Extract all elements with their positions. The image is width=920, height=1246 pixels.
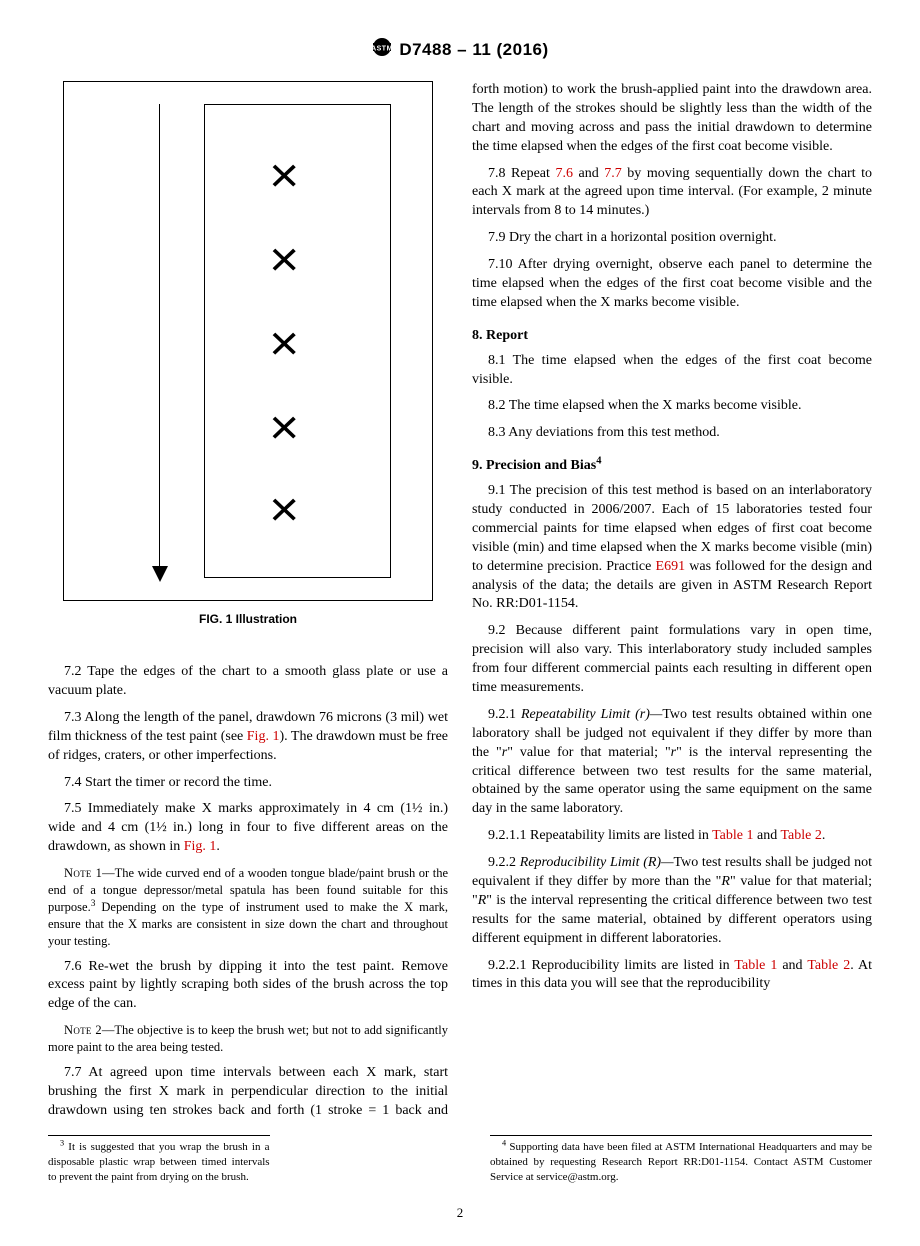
- text: 7.8 Repeat: [488, 166, 555, 181]
- text: 9.2.2.1 Reproducibility limits are liste…: [488, 958, 734, 973]
- note-1: Note 1—The wide curved end of a wooden t…: [48, 865, 448, 949]
- footnote-text: Supporting data have been filed at ASTM …: [490, 1141, 872, 1183]
- practice-ref: E691: [656, 559, 686, 574]
- x-mark-icon: ×: [269, 403, 299, 452]
- para-9-2-1-1: 9.2.1.1 Repeatability limits are listed …: [472, 827, 872, 846]
- para-7-3: 7.3 Along the length of the panel, drawd…: [48, 709, 448, 766]
- footnote-4: 4 Supporting data have been filed at AST…: [490, 1140, 872, 1185]
- text: " value for that material; ": [507, 745, 670, 760]
- text: .: [216, 839, 220, 854]
- text: and: [777, 958, 807, 973]
- text: 9.2.2: [488, 855, 520, 870]
- note-text: Depending on the type of instrument used…: [48, 900, 448, 948]
- svg-text:ASTM: ASTM: [371, 46, 393, 53]
- x-mark-icon: ×: [269, 235, 299, 284]
- arrow-shaft: [159, 104, 160, 572]
- text: and: [573, 166, 604, 181]
- section-8-head: 8. Report: [472, 327, 872, 346]
- para-7-9: 7.9 Dry the chart in a horizontal positi…: [472, 229, 872, 248]
- table-ref: Table 1: [734, 958, 777, 973]
- section-ref: 7.7: [604, 166, 622, 181]
- var-R: R: [478, 893, 487, 908]
- footnote-ref-4: 4: [596, 456, 601, 467]
- footnote-3: 3 It is suggested that you wrap the brus…: [48, 1140, 270, 1185]
- page-number: 2: [48, 1204, 872, 1222]
- footnote-col-right: 4 Supporting data have been filed at AST…: [490, 1121, 872, 1187]
- figure-1: × × × × × FIG. 1 Illustration: [48, 81, 448, 627]
- para-9-2: 9.2 Because different paint formulations…: [472, 622, 872, 698]
- var-R: R: [721, 874, 730, 889]
- text: and: [754, 828, 781, 843]
- text: 9. Precision and Bias: [472, 458, 596, 473]
- para-7-2: 7.2 Tape the edges of the chart to a smo…: [48, 663, 448, 701]
- x-mark-icon: ×: [269, 151, 299, 200]
- designation: D7488 – 11 (2016): [399, 40, 548, 59]
- page-header: ASTM D7488 – 11 (2016): [48, 36, 872, 65]
- table-ref: Table 2: [780, 828, 821, 843]
- content-columns: × × × × × FIG. 1 Illustration 7.2 Tape t…: [48, 81, 872, 1121]
- footnotes-row: 3 It is suggested that you wrap the brus…: [48, 1121, 872, 1187]
- para-8-2: 8.2 The time elapsed when the X marks be…: [472, 397, 872, 416]
- note-label: Note 1: [64, 866, 102, 880]
- term: Repeatability Limit (r)—: [521, 707, 662, 722]
- fig-ref: Fig. 1: [247, 729, 280, 744]
- astm-logo-icon: ASTM: [371, 36, 393, 65]
- figure-caption: FIG. 1 Illustration: [48, 611, 448, 627]
- para-9-1: 9.1 The precision of this test method is…: [472, 482, 872, 614]
- para-7-8: 7.8 Repeat 7.6 and 7.7 by moving sequent…: [472, 165, 872, 222]
- note-2: Note 2—The objective is to keep the brus…: [48, 1022, 448, 1056]
- term: Reproducibility Limit (R)—: [520, 855, 674, 870]
- note-text: —The objective is to keep the brush wet;…: [48, 1023, 448, 1054]
- table-ref: Table 2: [807, 958, 850, 973]
- fig-ref: Fig. 1: [184, 839, 217, 854]
- para-7-6: 7.6 Re-wet the brush by dipping it into …: [48, 958, 448, 1015]
- footnote-col-left: 3 It is suggested that you wrap the brus…: [48, 1121, 430, 1187]
- text: 9.2.1: [488, 707, 521, 722]
- x-mark-icon: ×: [269, 485, 299, 534]
- table-ref: Table 1: [712, 828, 753, 843]
- x-mark-icon: ×: [269, 319, 299, 368]
- note-label: Note 2: [64, 1023, 102, 1037]
- arrow-head-icon: [152, 566, 168, 582]
- para-7-5: 7.5 Immediately make X marks approximate…: [48, 800, 448, 857]
- figure-panel: × × × × ×: [63, 81, 433, 601]
- text: 9.2.1.1 Repeatability limits are listed …: [488, 828, 712, 843]
- para-8-3: 8.3 Any deviations from this test method…: [472, 424, 872, 443]
- footnote-text: It is suggested that you wrap the brush …: [48, 1141, 270, 1183]
- para-9-2-1: 9.2.1 Repeatability Limit (r)—Two test r…: [472, 706, 872, 819]
- section-9-head: 9. Precision and Bias4: [472, 457, 872, 476]
- text: 7.5 Immediately make X marks approximate…: [48, 801, 448, 854]
- section-ref: 7.6: [555, 166, 573, 181]
- para-9-2-2-1: 9.2.2.1 Reproducibility limits are liste…: [472, 957, 872, 995]
- para-9-2-2: 9.2.2 Reproducibility Limit (R)—Two test…: [472, 854, 872, 948]
- para-7-10: 7.10 After drying overnight, observe eac…: [472, 256, 872, 313]
- para-8-1: 8.1 The time elapsed when the edges of t…: [472, 352, 872, 390]
- text: " is the interval representing the criti…: [472, 893, 872, 946]
- text: .: [822, 828, 826, 843]
- para-7-4: 7.4 Start the timer or record the time.: [48, 774, 448, 793]
